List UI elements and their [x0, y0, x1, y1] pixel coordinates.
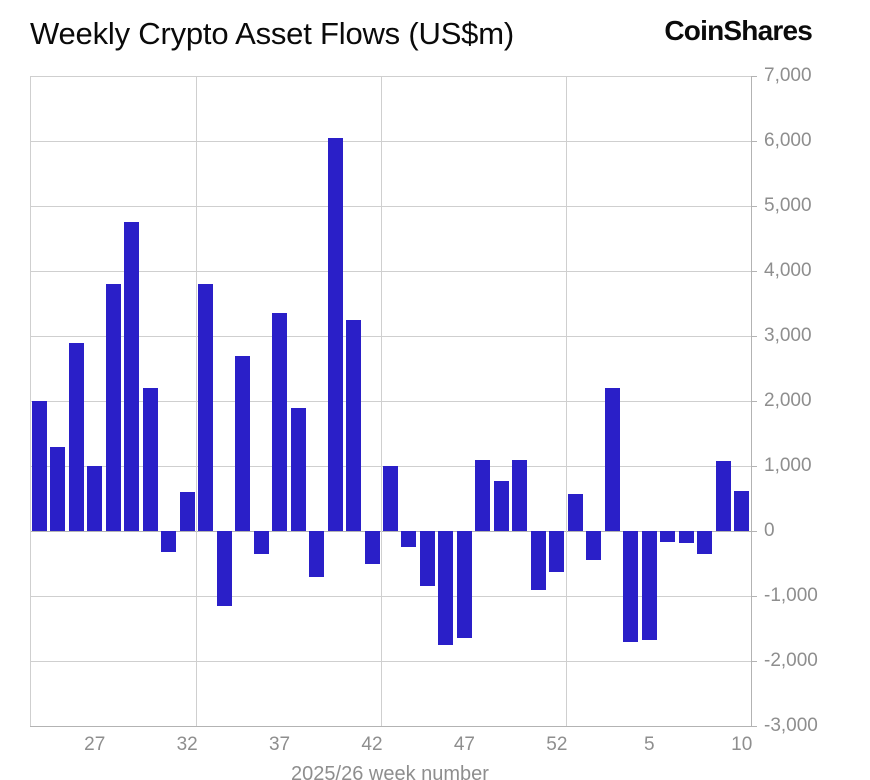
flow-bar-week-37: [272, 313, 288, 531]
y-gridline: [30, 596, 751, 597]
y-tick-label: -2,000: [764, 650, 818, 671]
x-axis-line: [30, 726, 751, 727]
y-tick-mark: [751, 726, 757, 727]
y-tick-mark: [751, 466, 757, 467]
flow-bar-week-48: [475, 459, 491, 531]
y-tick-mark: [751, 336, 757, 337]
x-gridline: [566, 76, 568, 726]
x-tick-label: 47: [453, 734, 476, 755]
y-gridline: [30, 661, 751, 662]
flow-bar-week-52: [549, 531, 565, 572]
y-tick-label: 2,000: [764, 390, 812, 411]
plot-right-border: [751, 76, 752, 726]
x-gridline: [196, 76, 198, 726]
plot-left-border: [30, 76, 31, 726]
flow-bar-week-36: [253, 531, 269, 554]
x-tick-label: 32: [176, 734, 198, 755]
x-tick-label: 42: [361, 734, 383, 755]
x-tick-label: 37: [268, 734, 291, 755]
flow-bar-week-41: [346, 319, 362, 531]
flow-bar-week-42: [364, 531, 380, 564]
flow-bar-week-5: [641, 531, 657, 641]
flow-bar-week-33: [198, 284, 214, 531]
flow-bar-week-28: [105, 284, 121, 531]
x-tick-label: 27: [84, 734, 106, 755]
y-tick-label: 1,000: [764, 455, 812, 476]
y-tick-mark: [751, 271, 757, 272]
flow-bar-week-50: [512, 460, 528, 531]
y-tick-label: 4,000: [764, 260, 812, 281]
flow-bar-week-2: [586, 531, 602, 561]
y-tick-label: 3,000: [764, 325, 812, 346]
y-tick-label: 6,000: [764, 130, 812, 151]
flow-bar-week-8: [697, 531, 713, 554]
y-gridline: [30, 206, 751, 207]
flow-bar-week-3: [604, 388, 620, 531]
chart-title: Weekly Crypto Asset Flows (US$m): [30, 16, 514, 51]
flow-bar-week-4: [623, 531, 639, 642]
flow-bar-week-44: [401, 531, 417, 548]
flow-bar-week-26: [68, 342, 84, 531]
flow-bar-week-25: [50, 446, 66, 531]
x-gridline: [381, 76, 383, 726]
flow-bar-week-7: [678, 531, 694, 544]
flow-bar-week-6: [660, 531, 676, 542]
y-tick-mark: [751, 206, 757, 207]
flow-bar-week-47: [456, 531, 472, 639]
y-tick-mark: [751, 401, 757, 402]
flow-bar-week-9: [715, 460, 731, 531]
flow-bar-week-38: [290, 407, 306, 531]
x-tick-label: 5: [644, 734, 655, 755]
y-tick-label: -1,000: [764, 585, 818, 606]
flow-bar-week-49: [493, 480, 509, 531]
flow-bar-week-30: [142, 388, 158, 531]
flow-bar-week-35: [235, 355, 251, 531]
y-gridline: [30, 531, 751, 532]
flow-bar-week-24: [31, 401, 47, 531]
y-tick-mark: [751, 531, 757, 532]
y-gridline: [30, 336, 751, 337]
flow-bar-week-43: [383, 466, 398, 531]
flow-bar-week-31: [161, 531, 177, 552]
flow-bar-week-1: [567, 493, 583, 531]
y-tick-label: 7,000: [764, 65, 812, 86]
flow-bar-week-40: [327, 137, 343, 531]
flow-bar-week-29: [124, 222, 140, 531]
flow-bar-week-51: [530, 531, 546, 590]
y-tick-label: -3,000: [764, 715, 818, 736]
x-tick-label: 52: [546, 734, 568, 755]
coinshares-logo: CoinShares: [664, 15, 812, 46]
x-axis-title: 2025/26 week number: [291, 763, 489, 780]
y-tick-mark: [751, 141, 757, 142]
y-tick-mark: [751, 661, 757, 662]
flow-bar-week-39: [309, 531, 325, 577]
flow-bar-week-32: [179, 492, 195, 531]
y-tick-label: 5,000: [764, 195, 812, 216]
y-tick-mark: [751, 596, 757, 597]
y-gridline: [30, 141, 751, 142]
flow-bar-week-10: [734, 491, 750, 531]
y-gridline: [30, 76, 751, 77]
flow-bar-week-34: [216, 531, 232, 606]
flow-bar-week-46: [438, 531, 454, 645]
flow-bar-week-45: [419, 531, 435, 587]
flow-bar-week-27: [87, 466, 103, 531]
x-tick-label: 10: [731, 734, 753, 755]
y-gridline: [30, 401, 751, 402]
y-tick-label: 0: [764, 520, 775, 541]
y-tick-mark: [751, 76, 757, 77]
y-gridline: [30, 271, 751, 272]
